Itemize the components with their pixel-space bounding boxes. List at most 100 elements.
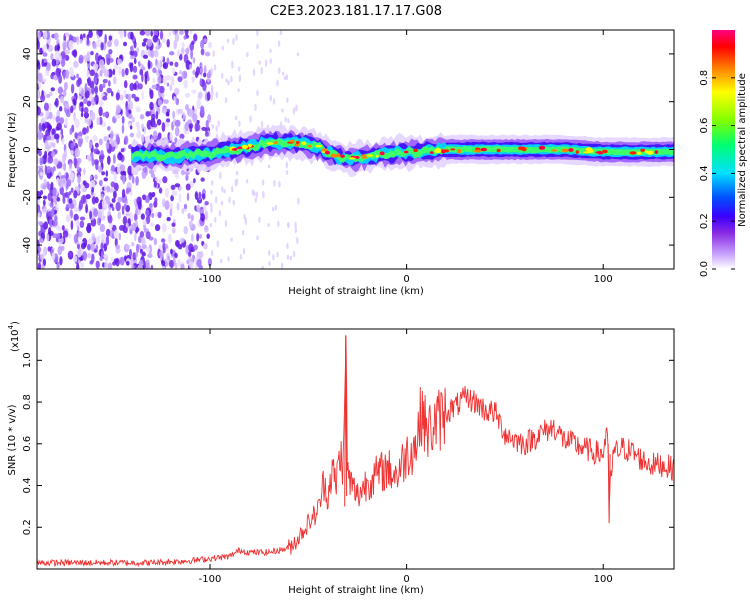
- noise-speck: [52, 194, 57, 203]
- noise-speck: [183, 203, 188, 210]
- noise-speck: [109, 203, 114, 208]
- noise-speck: [108, 35, 113, 41]
- noise-speck: [172, 67, 176, 75]
- noise-speck: [179, 70, 183, 75]
- noise-speck: [135, 208, 138, 215]
- noise-speck: [48, 111, 53, 120]
- noise-speck: [82, 251, 88, 261]
- noise-speck: [164, 200, 170, 211]
- ridge-hotspot: [568, 148, 574, 152]
- noise-speck: [41, 122, 46, 132]
- noise-speck: [151, 191, 156, 198]
- ridge-hotspot: [321, 148, 328, 152]
- x-tick-label: 100: [594, 574, 613, 585]
- noise-speck: [284, 116, 287, 123]
- colorbar-ticks: 0.0 0.2 0.4 0.6 0.8: [699, 70, 735, 277]
- noise-speck: [188, 251, 192, 258]
- noise-speck: [83, 112, 90, 119]
- snr-plot-area: [37, 329, 674, 569]
- noise-speck: [104, 261, 109, 269]
- noise-speck: [53, 32, 59, 41]
- noise-speck: [150, 49, 155, 59]
- noise-speck: [97, 210, 103, 219]
- noise-speck: [103, 254, 109, 259]
- noise-speck: [123, 203, 127, 210]
- noise-speck: [204, 51, 211, 57]
- noise-speck: [62, 195, 66, 204]
- x-tick-label: 100: [594, 274, 613, 285]
- noise-speck: [40, 94, 46, 102]
- noise-speck: [82, 33, 86, 38]
- noise-speck: [78, 54, 84, 64]
- noise-speck: [132, 74, 138, 80]
- ridge-hotspot: [273, 141, 278, 145]
- noise-speck: [156, 118, 162, 126]
- noise-speck: [51, 207, 55, 218]
- noise-speck: [224, 96, 228, 104]
- noise-speck: [70, 105, 74, 114]
- noise-speck: [77, 187, 80, 195]
- noise-speck: [73, 60, 79, 69]
- noise-speck: [294, 221, 297, 230]
- noise-speck: [86, 125, 89, 134]
- snr-frame: [36, 328, 675, 570]
- noise-speck: [188, 63, 193, 69]
- noise-speck: [157, 98, 161, 106]
- noise-speck: [180, 47, 185, 55]
- ridge-hotspot: [330, 153, 338, 158]
- noise-speck: [98, 59, 105, 70]
- noise-speck: [77, 231, 83, 238]
- noise-speck: [43, 246, 48, 256]
- noise-speck: [103, 135, 108, 142]
- noise-speck: [41, 58, 45, 68]
- snr-y-axis: 0.2 0.4 0.6 0.8 1.0: [22, 352, 674, 535]
- noise-speck: [141, 237, 146, 247]
- noise-speck: [133, 40, 137, 49]
- noise-speck: [285, 161, 289, 169]
- noise-speck: [285, 170, 289, 175]
- noise-speck: [48, 230, 54, 236]
- noise-speck: [121, 188, 126, 198]
- noise-speck: [180, 169, 186, 176]
- snr-x-label: Height of straight line (km): [288, 585, 424, 596]
- noise-speck: [152, 35, 159, 43]
- ridge-hotspot: [241, 144, 249, 149]
- noise-speck: [80, 262, 85, 268]
- noise-speck: [115, 110, 119, 116]
- noise-speck: [220, 258, 223, 264]
- noise-speck: [287, 222, 290, 228]
- noise-speck: [164, 187, 170, 198]
- noise-speck: [150, 30, 153, 37]
- noise-speck: [235, 33, 238, 42]
- noise-speck: [164, 244, 169, 249]
- ridge-hotspot: [457, 149, 462, 154]
- noise-speck: [118, 232, 122, 241]
- noise-speck: [281, 71, 285, 76]
- noise-speck: [166, 108, 170, 113]
- noise-speck: [203, 225, 209, 233]
- noise-speck: [262, 190, 265, 199]
- noise-speck: [77, 174, 81, 185]
- noise-speck: [165, 112, 169, 117]
- noise-speck: [46, 62, 51, 69]
- noise-speck: [74, 132, 78, 139]
- noise-speck: [43, 31, 48, 40]
- noise-speck: [106, 57, 111, 66]
- noise-speck: [68, 190, 72, 196]
- noise-speck: [192, 69, 196, 76]
- noise-speck: [162, 246, 166, 254]
- noise-speck: [286, 254, 290, 260]
- noise-speck: [210, 84, 214, 92]
- noise-speck: [53, 158, 59, 166]
- noise-speck: [109, 130, 114, 141]
- noise-speck: [138, 61, 141, 67]
- noise-speck: [76, 73, 79, 79]
- noise-speck: [73, 157, 78, 167]
- noise-speck: [153, 237, 158, 246]
- noise-speck: [200, 39, 205, 49]
- noise-speck: [124, 226, 128, 234]
- noise-speck: [57, 225, 62, 232]
- noise-speck: [108, 48, 113, 55]
- noise-speck: [174, 183, 181, 188]
- noise-speck: [153, 180, 157, 188]
